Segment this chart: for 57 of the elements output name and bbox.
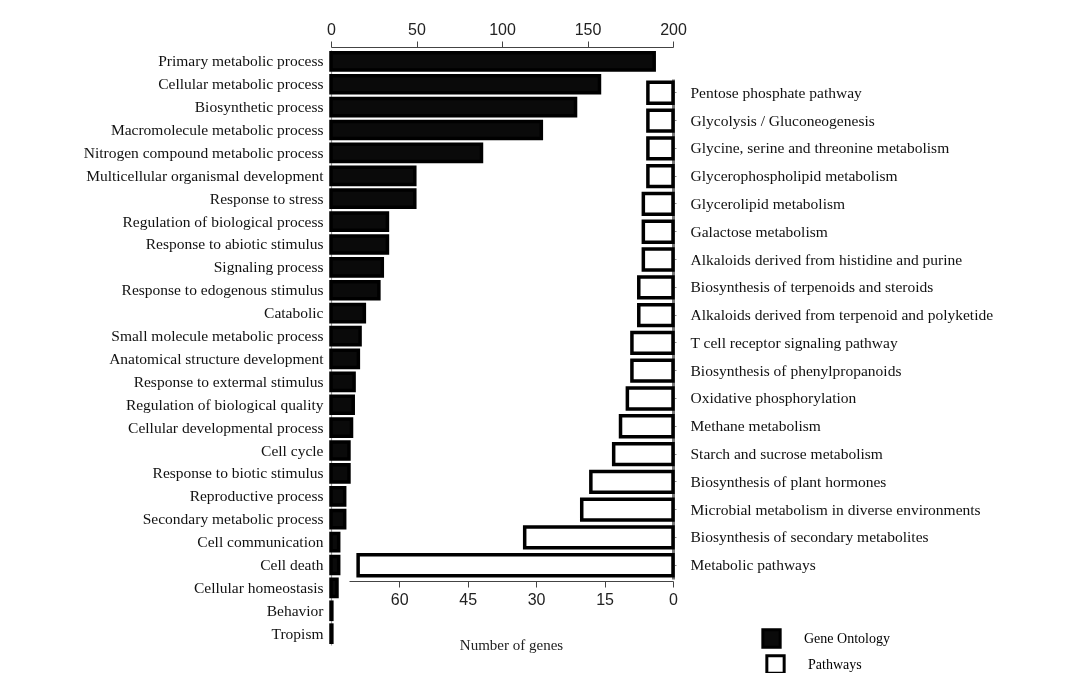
y-tick-label: Anatomical structure development	[109, 349, 325, 367]
y-tick-label: Biosynthesis of phenylpropanoids	[690, 361, 902, 379]
y-tick-label: Small molecule metabolic process	[111, 327, 324, 345]
x-tick-label: 15	[596, 590, 615, 608]
y-tick-label: Cell cycle	[261, 441, 324, 459]
y-tick-label: Response to biotic stimulus	[152, 464, 324, 482]
y-tick-label: Biosynthesis of secondary metabolites	[690, 528, 929, 546]
y-tick-label: Biosynthetic process	[194, 98, 324, 116]
y-tick-label: Pentose phosphate pathway	[690, 83, 863, 101]
y-tick-label: Alkaloids derived from histidine and purine	[690, 250, 963, 268]
x2-tick-label: 200	[660, 20, 687, 38]
y-tick-label: Multicellular organismal development	[86, 166, 325, 184]
y-tick-label: Metabolic pathways	[690, 556, 816, 574]
x-tick-label: 60	[390, 590, 409, 608]
y-tick-label: Macromolecule metabolic process	[110, 121, 324, 139]
x2-tick-label: 150	[574, 20, 602, 38]
y-tick-label: Starch and sucrose metabolism	[690, 445, 883, 463]
legend-label: Pathways	[808, 656, 862, 672]
y-tick-label: Regulation of biological process	[122, 212, 324, 230]
y-tick-label: Response to stress	[209, 189, 324, 207]
y-tick-label: Microbial metabolism in diverse environments	[690, 500, 981, 518]
y-tick-label: Signaling process	[213, 258, 324, 276]
y-tick-label: Methane metabolism	[690, 417, 821, 435]
y-tick-label: Primary metabolic process	[158, 52, 324, 70]
y-tick-label: Behavior	[266, 601, 325, 619]
y-tick-label: Tropism	[271, 624, 324, 642]
y-tick-label: Alkaloids derived from terpenoid and polyketide	[690, 306, 994, 324]
y-tick-label: Reproductive process	[189, 487, 324, 505]
y-tick-label: Response to extermal stimulus	[133, 372, 324, 390]
y-tick-label: Cell communication	[197, 533, 324, 551]
y-tick-label: Cellular homeostasis	[193, 578, 324, 596]
y-tick-label: Glycolysis / Gluconeogenesis	[690, 111, 875, 129]
y-tick-label: Catabolic	[264, 304, 324, 322]
x2-tick-label: 50	[408, 20, 426, 38]
x-tick-label: 45	[459, 590, 478, 608]
y-tick-label: Glycerophospholipid metabolism	[690, 167, 898, 185]
y-tick-label: Secondary metabolic process	[142, 510, 324, 528]
y-tick-label: Regulation of biological quality	[125, 395, 324, 413]
x2-tick-label: 100	[489, 20, 516, 38]
y-tick-label: Cellular developmental process	[128, 418, 324, 436]
x-axis-title: Number of genes	[459, 636, 564, 653]
y-tick-label: Biosynthesis of terpenoids and steroids	[690, 278, 934, 296]
y-tick-label: Biosynthesis of plant hormones	[690, 472, 887, 490]
y-tick-label: Response to edogenous stimulus	[121, 281, 324, 299]
y-tick-label: T cell receptor signaling pathway	[690, 333, 898, 351]
y-tick-label: Nitrogen compound metabolic process	[83, 143, 324, 161]
legend-label: Gene Ontology	[804, 630, 890, 646]
y-tick-label: Response to abiotic stimulus	[145, 235, 324, 253]
x-tick-label: 0	[669, 590, 679, 608]
x2-tick-label: 0	[327, 20, 337, 38]
y-tick-label: Oxidative phosphorylation	[690, 389, 857, 407]
y-tick-label: Cell death	[260, 555, 324, 573]
y-tick-label: Cellular metabolic process	[158, 75, 324, 93]
x-tick-label: 30	[527, 590, 546, 608]
y-tick-label: Glycerolipid metabolism	[690, 194, 846, 212]
y-tick-label: Galactose metabolism	[690, 222, 828, 240]
y-tick-label: Glycine, serine and threonine metabolism	[690, 139, 950, 157]
